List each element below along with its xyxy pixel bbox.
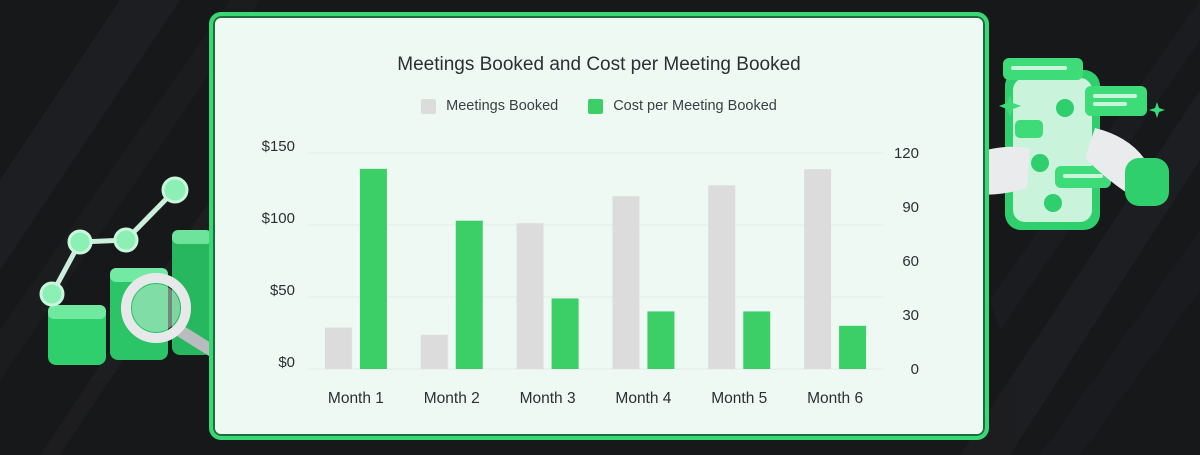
bar-meetings-booked	[804, 169, 832, 369]
legend-swatch-cost-per-meeting	[588, 98, 604, 114]
bar-cost-per-meeting	[839, 325, 867, 369]
x-axis-tick-label: Month 5	[711, 390, 767, 407]
x-axis-tick-label: Month 4	[615, 390, 671, 407]
bar-meetings-booked	[324, 327, 352, 369]
bar-cost-per-meeting	[743, 311, 771, 369]
left-axis-tick-label: $50	[270, 282, 295, 299]
bar-meetings-booked	[708, 185, 736, 369]
x-axis-tick-label: Month 1	[328, 390, 384, 407]
right-axis-tick-label: 120	[894, 145, 919, 162]
bar-chart: $150 $100 $50 $0 120 90 60 30 0 Month 1 Month 2 Mon…	[262, 138, 919, 407]
bar-meetings-booked	[516, 223, 544, 369]
bar-meetings-booked	[612, 196, 640, 369]
legend-item-meetings-booked: Meetings Booked	[421, 98, 558, 114]
bar-cost-per-meeting	[455, 220, 483, 369]
right-axis-tick-label: 90	[902, 199, 919, 216]
chart-magnifier-icon	[39, 176, 236, 368]
legend-label-cost-per-meeting: Cost per Meeting Booked	[613, 98, 777, 114]
chart-title: Meetings Booked and Cost per Meeting Boo…	[397, 54, 801, 75]
legend-label-meetings-booked: Meetings Booked	[446, 98, 559, 114]
x-axis-tick-label: Month 2	[424, 390, 480, 407]
right-axis-tick-label: 30	[902, 307, 919, 324]
left-axis-tick-label: $100	[262, 210, 295, 227]
chart-legend: Meetings Booked Cost per Meeting Booked	[213, 98, 985, 114]
bar-meetings-booked	[420, 334, 448, 369]
left-axis-tick-label: $0	[278, 354, 295, 371]
right-axis-tick-label: 0	[911, 361, 919, 378]
x-axis-tick-label: Month 6	[807, 390, 863, 407]
bar-cost-per-meeting	[647, 311, 675, 369]
chart-card: Meetings Booked and Cost per Meeting Boo…	[209, 12, 989, 440]
left-axis-tick-label: $150	[262, 138, 295, 155]
right-axis-tick-label: 60	[902, 253, 919, 270]
x-axis-tick-label: Month 3	[520, 390, 576, 407]
legend-swatch-meetings-booked	[421, 98, 437, 114]
bar-cost-per-meeting	[551, 298, 579, 369]
legend-item-cost-per-meeting: Cost per Meeting Booked	[588, 98, 777, 114]
phone-chat-hand-icon	[943, 58, 1169, 230]
bar-cost-per-meeting	[359, 168, 387, 369]
